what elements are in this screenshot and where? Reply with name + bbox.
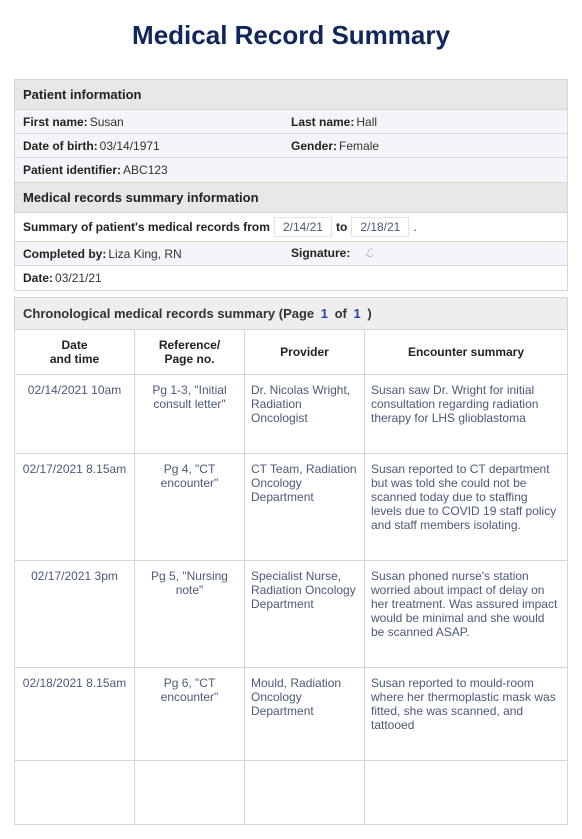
- completed-by-label: Completed by:: [23, 247, 106, 261]
- dob-value: 03/14/1971: [100, 139, 160, 153]
- range-end: .: [413, 220, 416, 234]
- last-name-label: Last name:: [291, 115, 354, 129]
- cell-summary: Susan phoned nurse's station worried abo…: [365, 561, 568, 668]
- cell-date: 02/17/2021 8.15am: [15, 454, 135, 561]
- col-provider: Provider: [245, 330, 365, 375]
- col-ref: Reference/ Page no.: [135, 330, 245, 375]
- first-name-value: Susan: [90, 115, 124, 129]
- cell-ref: Pg 1-3, "Initial consult letter": [135, 375, 245, 454]
- gender-label: Gender:: [291, 139, 337, 153]
- cell-empty: [365, 761, 568, 825]
- records-table: Date and time Reference/ Page no. Provid…: [14, 329, 568, 825]
- cell-ref: Pg 5, "Nursing note": [135, 561, 245, 668]
- cell-summary: Susan reported to mould-room where her t…: [365, 668, 568, 761]
- pid-label: Patient identifier:: [23, 163, 121, 177]
- cell-empty: [245, 761, 365, 825]
- pid-value: ABC123: [123, 163, 168, 177]
- last-name-value: Hall: [356, 115, 377, 129]
- cell-ref: Pg 6, "CT encounter": [135, 668, 245, 761]
- completed-by-value: Liza King, RN: [108, 247, 181, 261]
- cell-summary: Susan saw Dr. Wright for initial consult…: [365, 375, 568, 454]
- cell-summary: Susan reported to CT department but was …: [365, 454, 568, 561]
- cell-provider: CT Team, Radiation Oncology Department: [245, 454, 365, 561]
- table-row: 02/17/2021 8.15amPg 4, "CT encounter"CT …: [15, 454, 568, 561]
- patient-info-section: Patient information First name: Susan La…: [14, 79, 568, 183]
- chrono-header-suffix: ): [364, 306, 372, 321]
- range-from-value: 2/14/21: [274, 217, 332, 237]
- first-name-label: First name:: [23, 115, 88, 129]
- cell-provider: Dr. Nicolas Wright, Radiation Oncologist: [245, 375, 365, 454]
- cell-ref: Pg 4, "CT encounter": [135, 454, 245, 561]
- signature-label: Signature:: [291, 246, 350, 260]
- chrono-of: of: [331, 306, 351, 321]
- summary-info-section: Medical records summary information Summ…: [14, 183, 568, 291]
- range-to-value: 2/18/21: [351, 217, 409, 237]
- col-summary: Encounter summary: [365, 330, 568, 375]
- cell-date: 02/18/2021 8.15am: [15, 668, 135, 761]
- col-date: Date and time: [15, 330, 135, 375]
- date-value: 03/21/21: [55, 271, 102, 285]
- chrono-header-prefix: Chronological medical records summary (P…: [23, 306, 318, 321]
- cell-date: 02/17/2021 3pm: [15, 561, 135, 668]
- page-title: Medical Record Summary: [14, 20, 568, 51]
- cell-date: 02/14/2021 10am: [15, 375, 135, 454]
- page-total: 1: [351, 306, 364, 321]
- gender-value: Female: [339, 139, 379, 153]
- table-row: 02/18/2021 8.15amPg 6, "CT encounter"Mou…: [15, 668, 568, 761]
- cell-provider: Specialist Nurse, Radiation Oncology Dep…: [245, 561, 365, 668]
- table-row: 02/14/2021 10amPg 1-3, "Initial consult …: [15, 375, 568, 454]
- cell-empty: [15, 761, 135, 825]
- page-current: 1: [318, 306, 331, 321]
- signature-mark: ℒ: [352, 246, 373, 261]
- dob-label: Date of birth:: [23, 139, 98, 153]
- table-row: 02/17/2021 3pmPg 5, "Nursing note"Specia…: [15, 561, 568, 668]
- chrono-header: Chronological medical records summary (P…: [14, 297, 568, 329]
- cell-provider: Mould, Radiation Oncology Department: [245, 668, 365, 761]
- range-to-label: to: [336, 220, 347, 234]
- table-row-empty: [15, 761, 568, 825]
- patient-info-header: Patient information: [15, 80, 567, 110]
- cell-empty: [135, 761, 245, 825]
- range-label: Summary of patient's medical records fro…: [23, 220, 270, 234]
- date-label: Date:: [23, 271, 53, 285]
- summary-info-header: Medical records summary information: [15, 183, 567, 213]
